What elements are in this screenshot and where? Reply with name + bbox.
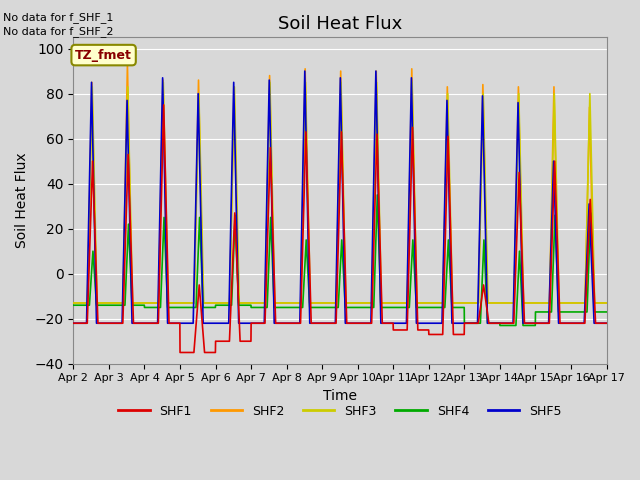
Y-axis label: Soil Heat Flux: Soil Heat Flux — [15, 153, 29, 248]
Text: TZ_fmet: TZ_fmet — [75, 48, 132, 61]
Text: No data for f_SHF_1: No data for f_SHF_1 — [3, 12, 113, 23]
Title: Soil Heat Flux: Soil Heat Flux — [278, 15, 402, 33]
Legend: SHF1, SHF2, SHF3, SHF4, SHF5: SHF1, SHF2, SHF3, SHF4, SHF5 — [113, 400, 566, 423]
Text: No data for f_SHF_2: No data for f_SHF_2 — [3, 26, 114, 37]
X-axis label: Time: Time — [323, 389, 357, 403]
